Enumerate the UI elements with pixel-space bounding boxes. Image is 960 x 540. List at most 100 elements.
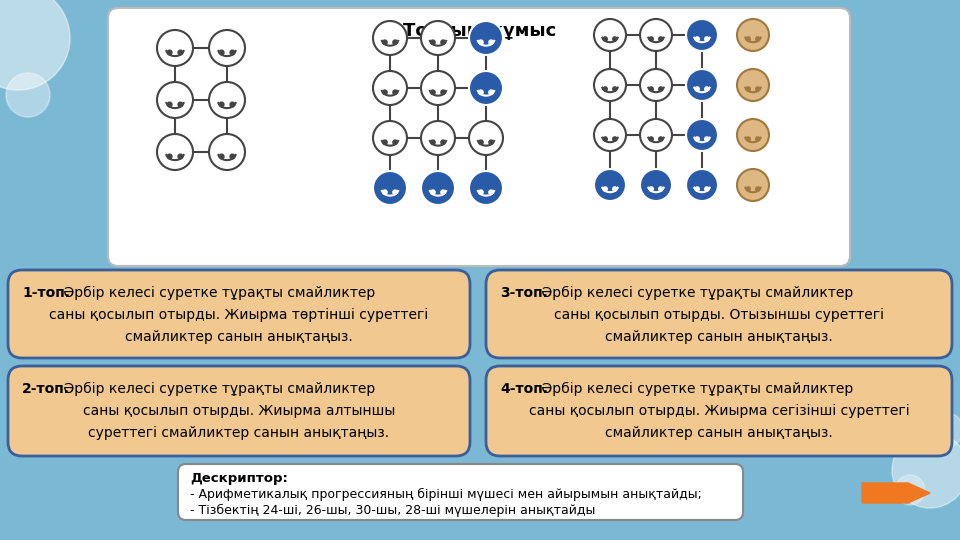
Circle shape <box>705 137 708 141</box>
Circle shape <box>383 40 387 44</box>
Circle shape <box>383 140 387 145</box>
Circle shape <box>230 50 235 55</box>
Circle shape <box>756 87 760 91</box>
Text: Топтық жұмыс: Топтық жұмыс <box>403 22 557 40</box>
Circle shape <box>489 40 493 44</box>
Circle shape <box>737 119 769 151</box>
Circle shape <box>594 169 626 201</box>
Circle shape <box>756 187 760 191</box>
Circle shape <box>373 121 407 155</box>
Circle shape <box>441 190 445 194</box>
Circle shape <box>746 87 751 91</box>
Circle shape <box>659 87 662 91</box>
Circle shape <box>441 140 445 145</box>
Circle shape <box>209 134 245 170</box>
Text: Әрбір келесі суретке тұрақты смайликтер: Әрбір келесі суретке тұрақты смайликтер <box>60 286 375 300</box>
Circle shape <box>659 137 662 141</box>
Circle shape <box>603 187 608 191</box>
Text: 2-топ.: 2-топ. <box>22 382 70 396</box>
Circle shape <box>705 87 708 91</box>
Circle shape <box>659 37 662 41</box>
Circle shape <box>469 21 503 55</box>
Circle shape <box>612 137 617 141</box>
Circle shape <box>373 21 407 55</box>
Text: смайликтер санын анықтаңыз.: смайликтер санын анықтаңыз. <box>605 426 833 440</box>
Circle shape <box>383 190 387 194</box>
Text: саны қосылып отырды. Отызыншы суреттегі: саны қосылып отырды. Отызыншы суреттегі <box>554 308 884 322</box>
Circle shape <box>209 82 245 118</box>
Circle shape <box>479 90 483 94</box>
Circle shape <box>649 137 654 141</box>
Text: саны қосылып отырды. Жиырма алтыншы: саны қосылып отырды. Жиырма алтыншы <box>83 404 396 418</box>
Circle shape <box>695 137 699 141</box>
Circle shape <box>892 432 960 508</box>
Circle shape <box>594 119 626 151</box>
Circle shape <box>230 154 235 159</box>
Circle shape <box>209 30 245 66</box>
Circle shape <box>230 102 235 107</box>
Circle shape <box>603 87 608 91</box>
Circle shape <box>612 187 617 191</box>
Circle shape <box>746 137 751 141</box>
Circle shape <box>705 37 708 41</box>
Text: - Тізбектің 24-ші, 26-шы, 30-шы, 28-ші мүшелерін анықтайды: - Тізбектің 24-ші, 26-шы, 30-шы, 28-ші м… <box>190 504 595 517</box>
Circle shape <box>695 37 699 41</box>
FancyBboxPatch shape <box>178 464 743 520</box>
Text: 3-топ.: 3-топ. <box>500 286 548 300</box>
Circle shape <box>157 82 193 118</box>
Circle shape <box>431 140 435 145</box>
Circle shape <box>469 171 503 205</box>
FancyBboxPatch shape <box>8 270 470 358</box>
Text: - Арифметикалық прогрессияның бірінші мүшесі мен айырымын анықтайды;: - Арифметикалық прогрессияның бірінші мү… <box>190 488 702 501</box>
Circle shape <box>167 154 172 159</box>
FancyBboxPatch shape <box>8 366 470 456</box>
Circle shape <box>421 171 455 205</box>
Circle shape <box>421 121 455 155</box>
Circle shape <box>157 30 193 66</box>
Circle shape <box>431 40 435 44</box>
Circle shape <box>746 187 751 191</box>
Circle shape <box>737 69 769 101</box>
Circle shape <box>649 187 654 191</box>
Text: суреттегі смайликтер санын анықтаңыз.: суреттегі смайликтер санын анықтаңыз. <box>88 426 390 440</box>
Text: саны қосылып отырды. Жиырма төртінші суреттегі: саны қосылып отырды. Жиырма төртінші сур… <box>49 308 428 322</box>
Circle shape <box>219 102 224 107</box>
Circle shape <box>421 71 455 105</box>
Circle shape <box>479 190 483 194</box>
Circle shape <box>6 73 50 117</box>
Circle shape <box>594 19 626 51</box>
FancyBboxPatch shape <box>486 270 952 358</box>
Circle shape <box>649 87 654 91</box>
Circle shape <box>695 87 699 91</box>
Circle shape <box>393 90 397 94</box>
Circle shape <box>469 121 503 155</box>
FancyBboxPatch shape <box>486 366 952 456</box>
Text: смайликтер санын анықтаңыз.: смайликтер санын анықтаңыз. <box>125 330 353 344</box>
Text: Әрбір келесі суретке тұрақты смайликтер: Әрбір келесі суретке тұрақты смайликтер <box>538 382 853 396</box>
Circle shape <box>383 90 387 94</box>
Circle shape <box>393 40 397 44</box>
Circle shape <box>737 19 769 51</box>
Circle shape <box>489 190 493 194</box>
Circle shape <box>695 187 699 191</box>
Circle shape <box>640 119 672 151</box>
Circle shape <box>612 87 617 91</box>
Circle shape <box>479 140 483 145</box>
Circle shape <box>441 40 445 44</box>
Circle shape <box>756 37 760 41</box>
Circle shape <box>640 19 672 51</box>
Circle shape <box>373 71 407 105</box>
Circle shape <box>612 37 617 41</box>
Circle shape <box>393 190 397 194</box>
Circle shape <box>421 21 455 55</box>
Circle shape <box>686 69 718 101</box>
Text: 4-топ.: 4-топ. <box>500 382 548 396</box>
Circle shape <box>441 90 445 94</box>
Circle shape <box>489 90 493 94</box>
Circle shape <box>178 154 182 159</box>
Circle shape <box>640 169 672 201</box>
Circle shape <box>686 19 718 51</box>
Circle shape <box>895 475 925 505</box>
Circle shape <box>603 37 608 41</box>
Circle shape <box>746 37 751 41</box>
